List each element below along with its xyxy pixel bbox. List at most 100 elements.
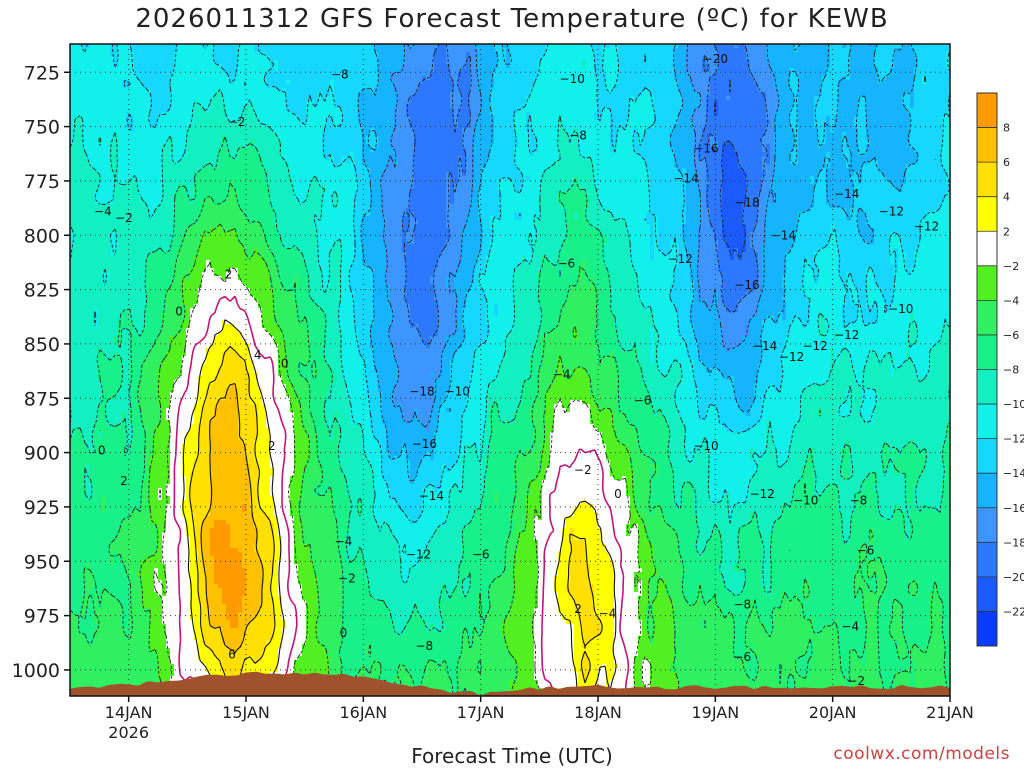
- field-cell: [90, 352, 95, 357]
- field-cell: [98, 572, 103, 577]
- field-cell: [78, 236, 83, 241]
- field-cell: [90, 64, 95, 69]
- field-cell: [90, 416, 95, 421]
- field-cell: [90, 260, 95, 265]
- field-cell: [78, 112, 83, 117]
- field-cell: [78, 580, 83, 585]
- field-cell: [102, 380, 107, 385]
- field-cell: [78, 660, 83, 665]
- field-cell: [74, 292, 79, 297]
- field-cell: [82, 268, 87, 273]
- field-cell: [90, 504, 95, 509]
- field-cell: [82, 628, 87, 633]
- field-cell: [90, 536, 95, 541]
- field-cell: [98, 52, 103, 57]
- field-cell: [86, 52, 91, 57]
- field-cell: [94, 548, 99, 553]
- field-cell: [90, 256, 95, 261]
- field-cell: [86, 284, 91, 289]
- field-cell: [74, 108, 79, 113]
- field-cell: [98, 552, 103, 557]
- field-cell: [74, 188, 79, 193]
- field-cell: [82, 112, 87, 117]
- field-cell: [94, 132, 99, 137]
- field-cell: [78, 148, 83, 153]
- field-cell: [94, 196, 99, 201]
- field-cell: [102, 360, 107, 365]
- field-cell: [74, 336, 79, 341]
- field-cell: [90, 324, 95, 329]
- field-cell: [94, 176, 99, 181]
- field-cell: [86, 192, 91, 197]
- field-cell: [94, 436, 99, 441]
- field-cell: [98, 412, 103, 417]
- field-cell: [74, 648, 79, 653]
- field-cell: [78, 408, 83, 413]
- field-cell: [78, 92, 83, 97]
- field-cell: [94, 544, 99, 549]
- field-cell: [82, 288, 87, 293]
- field-cell: [82, 228, 87, 233]
- field-cell: [102, 300, 107, 305]
- field-cell: [74, 604, 79, 609]
- field-cell: [82, 64, 87, 69]
- field-cell: [78, 328, 83, 333]
- field-cell: [74, 112, 79, 117]
- field-cell: [90, 196, 95, 201]
- field-cell: [82, 516, 87, 521]
- field-cell: [94, 52, 99, 57]
- field-cell: [74, 576, 79, 581]
- field-cell: [98, 336, 103, 341]
- field-cell: [78, 440, 83, 445]
- field-cell: [74, 212, 79, 217]
- field-cell: [78, 360, 83, 365]
- field-cell: [98, 256, 103, 261]
- field-cell: [90, 312, 95, 317]
- field-cell: [98, 420, 103, 425]
- field-cell: [78, 168, 83, 173]
- field-cell: [82, 212, 87, 217]
- field-cell: [98, 164, 103, 169]
- field-cell: [82, 360, 87, 365]
- field-cell: [74, 420, 79, 425]
- field-cell: [94, 336, 99, 341]
- field-cell: [90, 292, 95, 297]
- field-cell: [98, 556, 103, 561]
- field-cell: [94, 412, 99, 417]
- field-cell: [86, 536, 91, 541]
- field-cell: [74, 128, 79, 133]
- field-cell: [102, 308, 107, 313]
- field-cell: [86, 356, 91, 361]
- field-cell: [78, 188, 83, 193]
- field-cell: [78, 476, 83, 481]
- field-cell: [94, 120, 99, 125]
- field-cell: [98, 468, 103, 473]
- field-cell: [86, 484, 91, 489]
- field-cell: [82, 200, 87, 205]
- field-cell: [90, 100, 95, 105]
- field-cell: [90, 336, 95, 341]
- field-cell: [90, 272, 95, 277]
- field-cell: [82, 496, 87, 501]
- field-cell: [74, 172, 79, 177]
- field-cell: [94, 108, 99, 113]
- field-cell: [74, 148, 79, 153]
- field-cell: [90, 144, 95, 149]
- field-cell: [94, 276, 99, 281]
- field-cell: [90, 648, 95, 653]
- field-cell: [98, 292, 103, 297]
- field-cell: [86, 328, 91, 333]
- field-cell: [98, 80, 103, 85]
- field-cell: [82, 276, 87, 281]
- field-cell: [82, 352, 87, 357]
- field-cell: [102, 244, 107, 249]
- field-cell: [90, 364, 95, 369]
- field-cell: [82, 524, 87, 529]
- field-cell: [86, 420, 91, 425]
- field-cell: [94, 532, 99, 537]
- field-cell: [90, 580, 95, 585]
- field-cell: [78, 608, 83, 613]
- field-cell: [78, 336, 83, 341]
- field-cell: [78, 536, 83, 541]
- field-cell: [78, 76, 83, 81]
